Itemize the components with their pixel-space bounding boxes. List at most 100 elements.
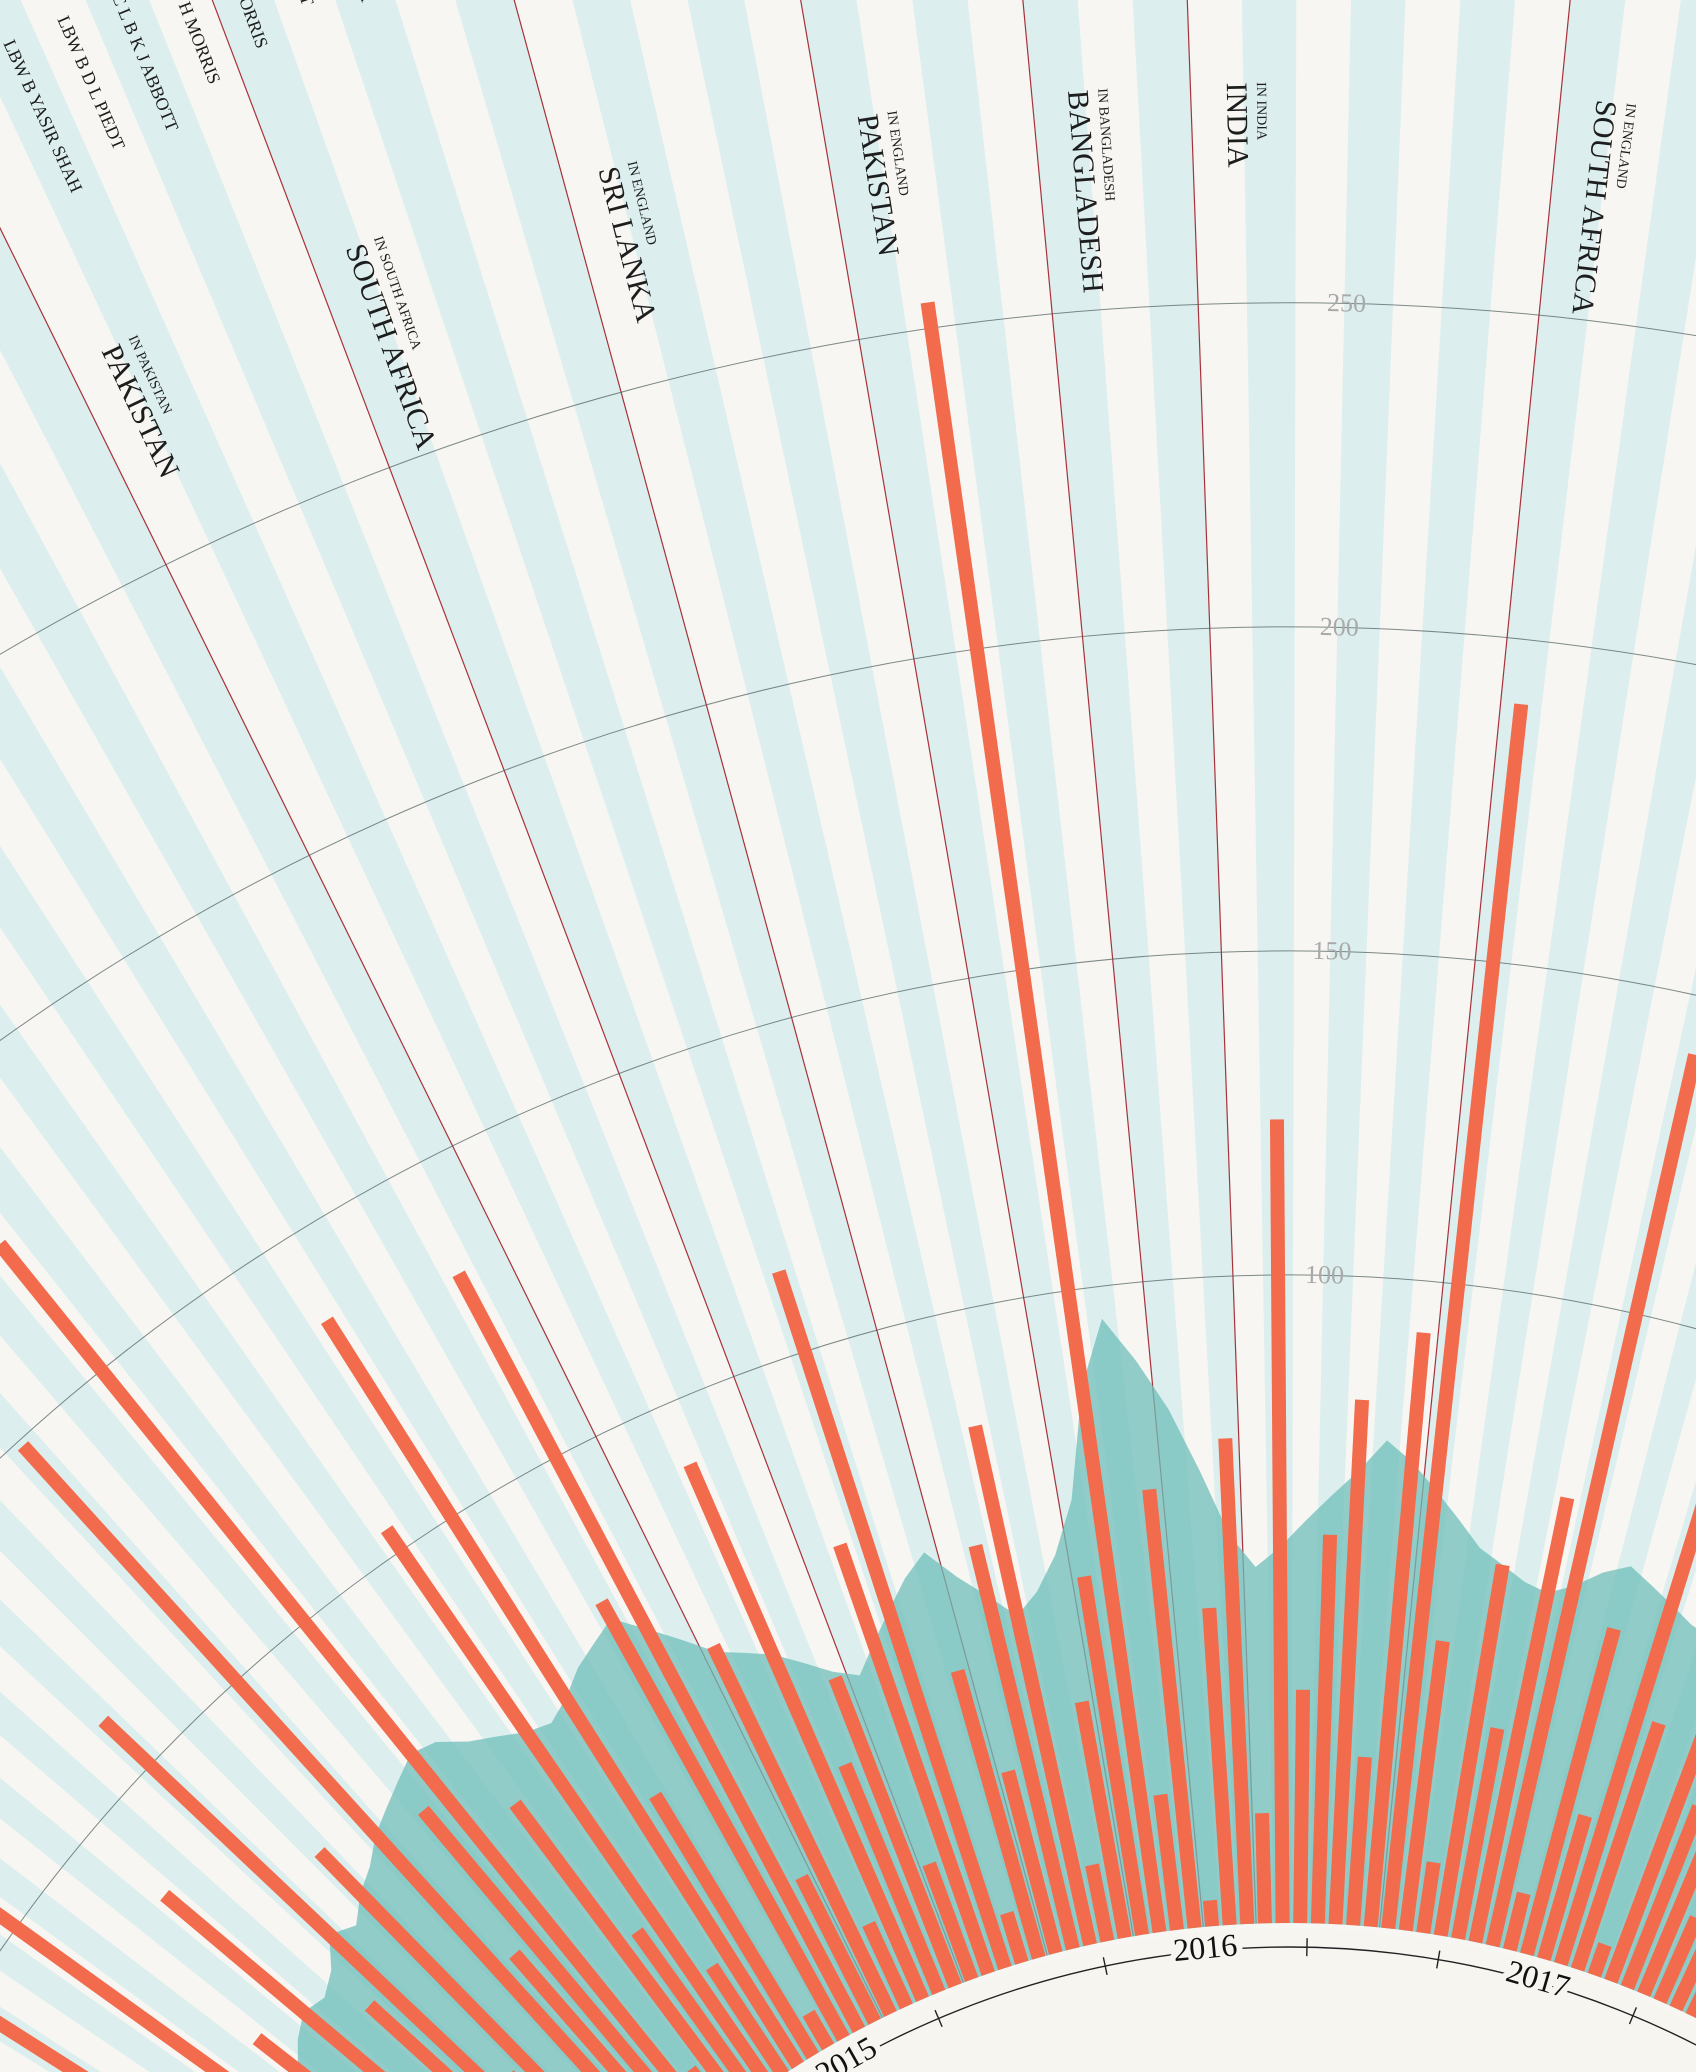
stripe	[0, 0, 867, 2034]
bar	[417, 1805, 653, 2072]
bar	[631, 1927, 747, 2072]
grid-ring	[0, 1274, 1696, 1953]
bar	[364, 2000, 454, 2072]
stripe	[800, 0, 1151, 1937]
bar	[1202, 1607, 1237, 1926]
r-tick-label: 100	[1305, 1260, 1345, 1290]
bar	[17, 1441, 601, 2072]
stripe	[687, 0, 1117, 1943]
bar	[968, 1543, 1080, 1951]
bar	[1255, 1812, 1272, 1924]
stripe	[0, 0, 898, 2018]
stripe	[0, 228, 883, 2026]
bar	[838, 1761, 946, 1996]
bar	[0, 1239, 677, 2072]
bar	[802, 2009, 835, 2051]
bar	[795, 1873, 881, 2025]
stripe	[514, 0, 1065, 1956]
bar	[1363, 1332, 1431, 1928]
stripe	[1187, 0, 1274, 1924]
bar	[920, 301, 1167, 1934]
inner-disc	[798, 1929, 1696, 2072]
bar	[1604, 1733, 1696, 1984]
r-tick-label: 200	[1319, 612, 1359, 642]
bar	[968, 1424, 1097, 1947]
bar	[862, 1921, 913, 2010]
bar	[649, 1791, 819, 2060]
year-tick	[1102, 1957, 1108, 1976]
bar	[321, 1316, 804, 2069]
bar	[1218, 1438, 1255, 1925]
stripe	[1397, 0, 1681, 1932]
bar	[1520, 1626, 1621, 1957]
bar	[1293, 1689, 1311, 1924]
bar	[1587, 1942, 1612, 1978]
bar	[772, 1269, 1012, 1971]
bar	[833, 1542, 995, 1976]
bar	[1202, 1899, 1220, 1927]
bar	[1346, 1756, 1372, 1926]
bar	[1077, 1575, 1149, 1936]
bar	[828, 1675, 962, 1989]
bar	[0, 1907, 230, 2072]
bar	[707, 1642, 897, 2017]
bar	[98, 1715, 485, 2072]
series-boundary	[1378, 0, 1571, 1928]
bar	[1416, 1861, 1441, 1934]
bar	[452, 1270, 866, 2034]
stripe	[744, 0, 1134, 1940]
stripe	[1309, 0, 1406, 1924]
stripe	[0, 1970, 150, 2072]
bar	[1620, 1804, 1696, 1991]
stripe	[85, 0, 947, 1996]
average-area	[297, 1318, 1696, 2072]
bar	[509, 1949, 627, 2072]
bar	[595, 1598, 850, 2042]
bar	[1485, 1053, 1696, 1948]
bar	[160, 1889, 386, 2072]
stripe	[395, 0, 1031, 1966]
stripe	[274, 0, 997, 1977]
series-boundary	[0, 226, 884, 2019]
series-boundary	[800, 0, 1134, 1937]
bar	[1502, 1891, 1531, 1952]
series-boundary	[211, 0, 964, 1983]
bar	[950, 1668, 1046, 1960]
bar	[1451, 1727, 1505, 1940]
r-tick-label: 150	[1312, 936, 1352, 966]
bar	[1637, 1850, 1696, 1997]
bar	[1468, 1496, 1575, 1944]
year-axis	[831, 1946, 1696, 2072]
bar	[1142, 1488, 1202, 1929]
year-tick	[1628, 2007, 1638, 2025]
bar	[314, 1847, 545, 2072]
x-tick-label: 2016	[1172, 1926, 1239, 1968]
stripe	[0, 1777, 357, 2072]
bar	[1433, 1563, 1510, 1937]
bar	[1153, 1793, 1184, 1931]
series-name: INDIA	[1220, 82, 1255, 168]
stripe	[1077, 0, 1239, 1926]
stripe	[0, 1818, 320, 2072]
stripe	[0, 2041, 50, 2072]
stripe	[1431, 257, 1696, 1938]
bar	[1398, 1640, 1450, 1932]
stripe	[0, 1858, 281, 2072]
stripe	[212, 0, 980, 1983]
bar	[509, 1799, 724, 2072]
bar	[1554, 1503, 1696, 1967]
bar	[380, 1525, 769, 2072]
year-tick	[934, 2009, 943, 2028]
bar	[1310, 1534, 1338, 1924]
bar	[1269, 1119, 1290, 1924]
bar	[683, 1461, 929, 2003]
stripe	[1291, 0, 1352, 1924]
stripe	[455, 0, 1048, 1961]
bar	[1653, 1915, 1696, 2004]
series-venue: IN INDIA	[1253, 82, 1269, 141]
year-tick	[1436, 1950, 1441, 1969]
bar	[1000, 1911, 1029, 1965]
bar	[705, 1962, 789, 2072]
